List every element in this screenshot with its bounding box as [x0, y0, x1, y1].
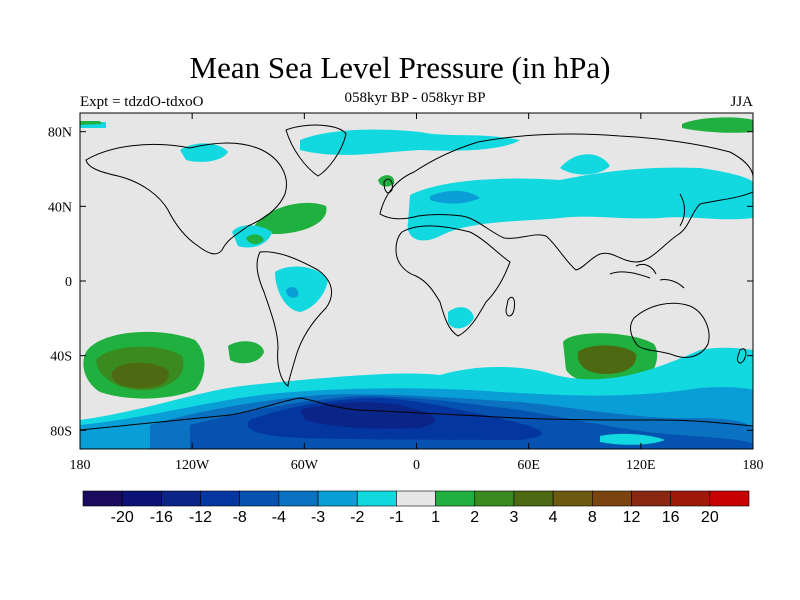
- colorbar-label: 8: [588, 509, 597, 526]
- colorbar-swatch: [709, 490, 750, 507]
- contour-region: [180, 143, 228, 162]
- x-tick-label: 0: [413, 458, 420, 473]
- x-tick-label: 60W: [291, 458, 319, 473]
- colorbar-label: 1: [431, 509, 440, 526]
- contour-region: [407, 167, 753, 241]
- coastline-japan: [679, 193, 685, 227]
- coastline-indonesia: [609, 263, 685, 289]
- coastline-uk: [383, 178, 393, 194]
- contour-region: [254, 202, 327, 234]
- colorbar-label: -4: [272, 509, 286, 526]
- colorbar-swatch: [239, 490, 280, 507]
- y-tick-label: 40N: [48, 200, 72, 215]
- colorbar-swatch: [356, 490, 397, 507]
- experiment-label: Expt = tdzdO-tdxoO: [80, 94, 204, 110]
- contour-region: [600, 433, 665, 445]
- colorbar-label: -16: [150, 509, 173, 526]
- colorbar-swatch: [396, 490, 436, 507]
- coastline-madagascar: [505, 296, 515, 317]
- colorbar-swatch: [200, 490, 241, 507]
- colorbar-swatch: [435, 490, 476, 507]
- contour-region: [80, 121, 102, 125]
- contour-region: [275, 266, 328, 312]
- colorbar-swatch: [317, 490, 358, 507]
- x-tick-label: 60E: [517, 458, 540, 473]
- contour-region: [430, 190, 480, 204]
- colorbar-label: -1: [389, 509, 403, 526]
- y-tick-label: 0: [65, 275, 72, 290]
- colorbar-swatch: [591, 490, 632, 507]
- colorbar-label: 20: [701, 509, 719, 526]
- colorbar-swatch: [670, 490, 711, 507]
- x-tick-label: 120E: [626, 458, 656, 473]
- colorbar-label: -20: [111, 509, 134, 526]
- colorbar: -20 -16 -12 -8 -4 -3 -2 -1 1 2 3 4 8 12 16 20: [82, 490, 750, 526]
- coastline-new-zealand: [737, 348, 747, 364]
- contour-region: [682, 117, 753, 133]
- colorbar-label: 12: [623, 509, 641, 526]
- contour-region: [111, 362, 169, 388]
- colorbar-swatch: [552, 490, 593, 507]
- coastline-australia: [630, 302, 710, 358]
- contour-region: [560, 154, 610, 175]
- coastline-greenland: [285, 124, 347, 177]
- map-subtitle: 058kyr BP - 058kyr BP: [344, 90, 486, 106]
- colorbar-label: 3: [509, 509, 518, 526]
- colorbar-label: -12: [189, 509, 212, 526]
- x-tick-label: 120W: [175, 458, 210, 473]
- coastline-antarctica: [80, 397, 753, 431]
- contour-region: [378, 175, 395, 187]
- contour-field: [80, 113, 753, 449]
- x-tick-label: 180: [743, 458, 764, 473]
- colorbar-swatch: [121, 490, 162, 507]
- contour-region: [300, 129, 520, 155]
- coastline-eurasia: [379, 133, 753, 271]
- colorbar-label: 2: [470, 509, 479, 526]
- colorbar-label: -2: [350, 509, 364, 526]
- axis-ticks: 180 120W 60W 0 60E 120E 180 80N 40N 0 40S 80S: [48, 113, 764, 473]
- colorbar-swatch: [474, 490, 515, 507]
- contour-region: [246, 234, 264, 245]
- colorbar-label: -8: [233, 509, 247, 526]
- colorbar-swatch: [161, 490, 201, 507]
- contour-region: [448, 307, 474, 329]
- x-tick-label: 180: [70, 458, 91, 473]
- y-tick-label: 40S: [50, 350, 72, 365]
- colorbar-label: -3: [311, 509, 325, 526]
- coastlines: [80, 124, 753, 431]
- coastline-south-america: [256, 251, 333, 387]
- colorbar-label: 16: [662, 509, 680, 526]
- map-title: Mean Sea Level Pressure (in hPa): [189, 50, 611, 85]
- colorbar-swatch: [631, 490, 671, 507]
- season-label: JJA: [730, 94, 753, 110]
- contour-region: [228, 341, 264, 364]
- coastline-north-america: [85, 142, 287, 255]
- y-tick-label: 80S: [50, 424, 72, 439]
- colorbar-label: 4: [549, 509, 558, 526]
- colorbar-swatch: [278, 490, 319, 507]
- contour-region: [577, 345, 637, 374]
- contour-region: [286, 287, 299, 298]
- colorbar-swatch: [82, 490, 123, 507]
- y-tick-label: 80N: [48, 126, 72, 141]
- coastline-africa: [395, 225, 511, 337]
- contour-region: [300, 402, 435, 429]
- colorbar-swatch: [513, 490, 554, 507]
